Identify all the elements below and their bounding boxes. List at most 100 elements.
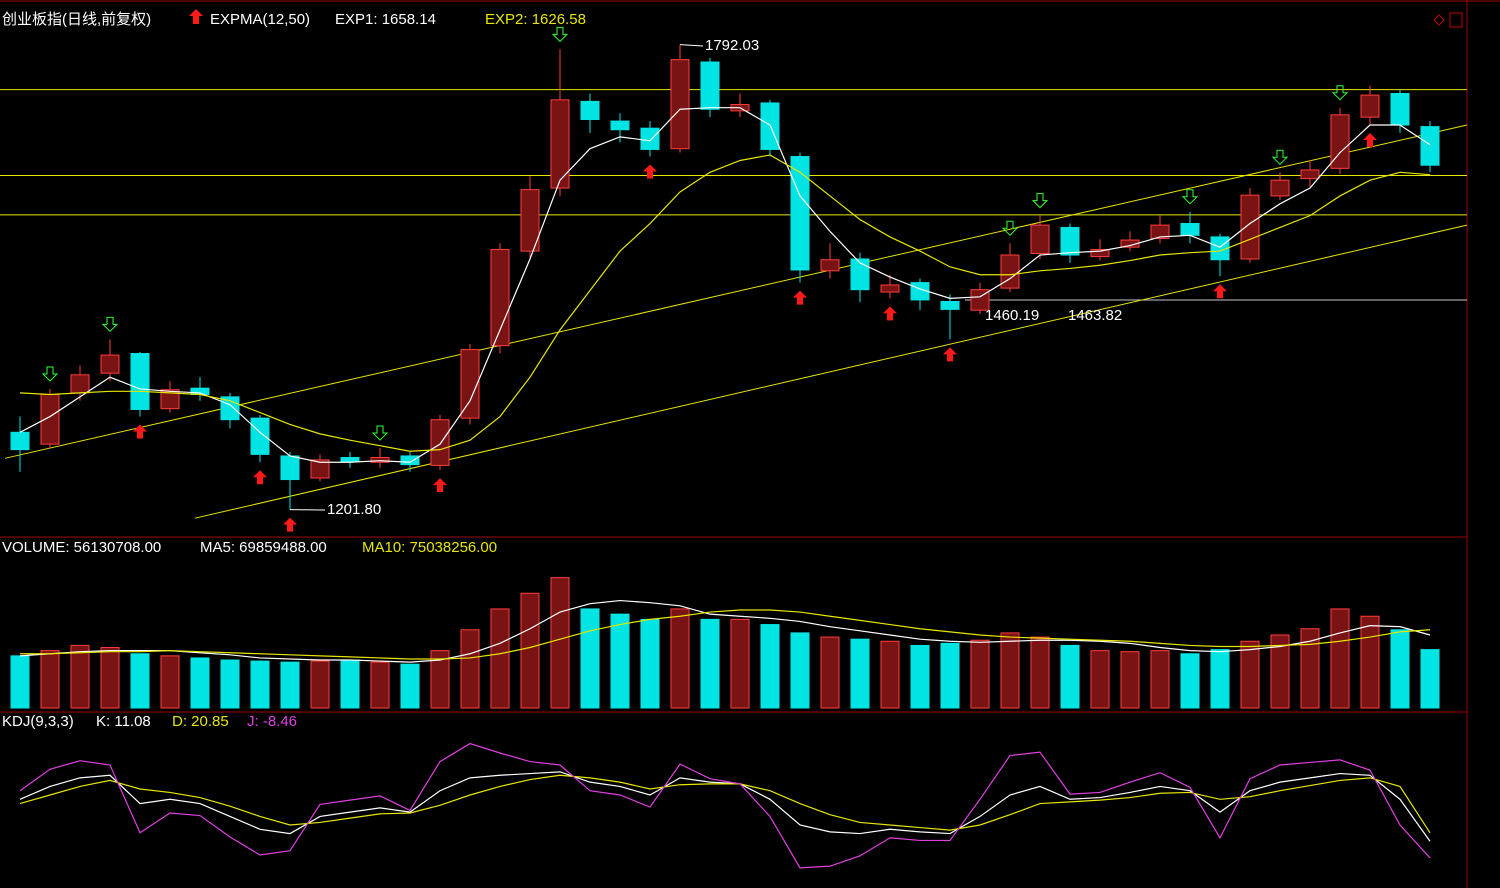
volume-bar: [40, 650, 60, 709]
indicator-arrow: [189, 9, 203, 24]
candle-body: [1390, 93, 1410, 126]
volume-bar: [1030, 636, 1050, 709]
legend-entry: J: -8.46: [247, 713, 297, 730]
legend-entry: EXP2: 1626.58: [485, 11, 586, 28]
annotation-leader: [679, 44, 704, 47]
sell-signal: [1271, 149, 1289, 166]
candle-body: [1240, 194, 1260, 260]
candle-body: [1180, 223, 1200, 236]
volume-bar: [520, 592, 540, 709]
candle-body: [490, 249, 510, 347]
volume-bar: [280, 661, 300, 709]
volume-bar: [1060, 644, 1080, 709]
volume-bar: [10, 655, 30, 709]
volume-bar: [1150, 650, 1170, 709]
indicator-name: EXPMA(12,50): [210, 11, 310, 28]
chart-title: 创业板指(日线,前复权): [2, 10, 151, 28]
panel-title: VOLUME: 56130708.00: [2, 539, 161, 556]
line-series: [19, 774, 1431, 834]
candle-body: [1270, 179, 1290, 197]
volume-bar: [400, 663, 420, 709]
line-series: [19, 742, 1431, 869]
candle-body: [340, 457, 360, 462]
volume-bar: [1180, 653, 1200, 709]
candle-body: [1330, 114, 1350, 169]
icon: [1433, 14, 1445, 26]
buy-signal: [643, 164, 657, 179]
volume-bar: [880, 640, 900, 709]
buy-signal: [1363, 133, 1377, 148]
candle-body: [280, 455, 300, 481]
candle-body: [1150, 224, 1170, 239]
candle-body: [130, 353, 150, 410]
price-annotation: 1463.82: [1068, 307, 1122, 324]
volume-bar: [730, 618, 750, 709]
candle-body: [1120, 239, 1140, 248]
candle-body: [1030, 224, 1050, 254]
candle-body: [100, 354, 120, 374]
candle-body: [430, 419, 450, 466]
buy-signal: [133, 424, 147, 439]
volume-bar: [1120, 651, 1140, 709]
volume-bar: [1210, 649, 1230, 709]
volume-bar: [580, 608, 600, 709]
volume-bar: [760, 624, 780, 709]
buy-signal: [1213, 284, 1227, 299]
candle-body: [520, 189, 540, 252]
volume-bar: [790, 632, 810, 709]
candle-body: [10, 431, 30, 451]
candle-body: [160, 389, 180, 410]
volume-bar: [490, 608, 510, 709]
volume-bar: [160, 655, 180, 709]
trend-line: [4, 124, 1468, 459]
volume-bar: [940, 642, 960, 709]
volume-bar: [370, 661, 390, 709]
candle-body: [550, 99, 570, 189]
candle-body: [1420, 126, 1440, 166]
volume-bar: [910, 644, 930, 709]
volume-bar: [340, 659, 360, 709]
volume-bar: [460, 629, 480, 709]
volume-bar: [640, 618, 660, 709]
candle-body: [370, 457, 390, 463]
volume-bar: [1000, 632, 1020, 709]
buy-signal: [793, 290, 807, 305]
buy-signal: [943, 347, 957, 362]
panel-title: KDJ(9,3,3): [2, 713, 74, 730]
volume-bar: [1330, 608, 1350, 709]
legend-entry: EXP1: 1658.14: [335, 11, 436, 28]
sell-signal: [101, 316, 119, 333]
volume-bar: [220, 659, 240, 709]
candle-body: [880, 284, 900, 293]
candle-body: [250, 417, 270, 455]
price-annotation: 1792.03: [705, 37, 759, 54]
sell-signal: [1001, 220, 1019, 236]
candle-body: [310, 459, 330, 479]
volume-bar: [1300, 628, 1320, 709]
sell-signal: [551, 26, 569, 43]
candle-body: [580, 100, 600, 121]
legend-entry: MA10: 75038256.00: [362, 539, 497, 556]
candle-body: [1300, 169, 1320, 180]
candle-body: [640, 127, 660, 150]
volume-bar: [550, 577, 570, 709]
candle-body: [700, 61, 720, 110]
volume-bar: [430, 650, 450, 709]
candle-body: [850, 258, 870, 291]
candle-body: [790, 156, 810, 271]
candle-body: [670, 59, 690, 150]
candle-body: [1210, 236, 1230, 261]
volume-bar: [190, 657, 210, 709]
buy-signal: [883, 306, 897, 321]
price-annotation: 1460.19: [985, 307, 1039, 324]
sell-signal: [1331, 85, 1349, 101]
legend-entry: D: 20.85: [172, 713, 229, 730]
candle-body: [70, 374, 90, 394]
volume-bar: [70, 644, 90, 709]
candle-body: [1090, 249, 1110, 258]
volume-bar: [820, 636, 840, 709]
candle-body: [1060, 226, 1080, 256]
volume-bar: [250, 660, 270, 709]
